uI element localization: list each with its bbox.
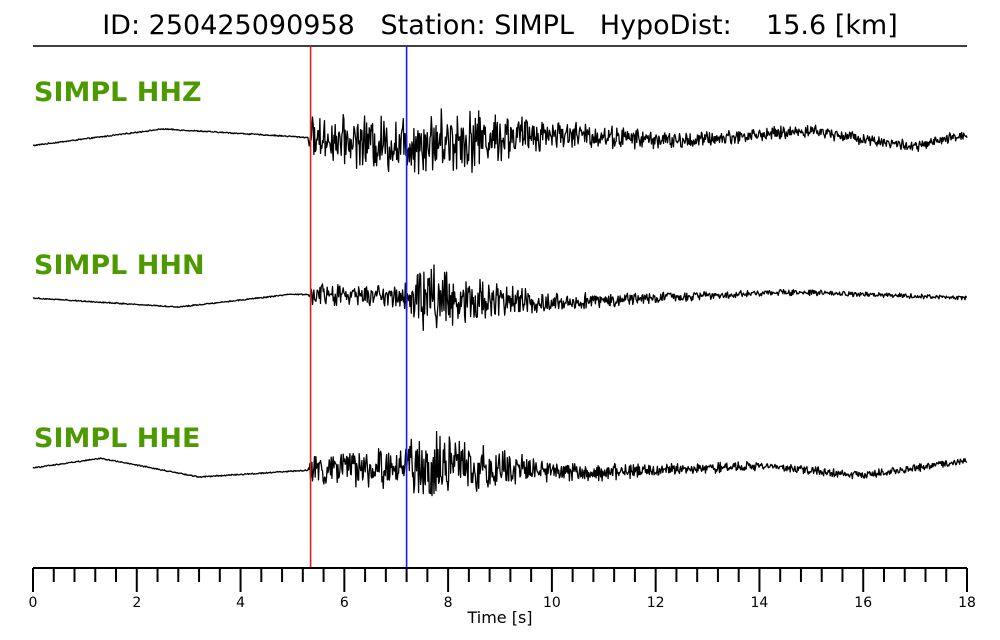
x-tick-label: 8 bbox=[444, 595, 453, 611]
x-tick-label: 4 bbox=[236, 595, 245, 611]
trace-label: SIMPL HHE bbox=[34, 423, 200, 454]
traces-group bbox=[32, 108, 968, 497]
x-tick-label: 2 bbox=[132, 595, 141, 611]
x-tick-label: 10 bbox=[543, 595, 561, 611]
id-label: ID: bbox=[102, 10, 141, 41]
hypodist-value: 15.6 bbox=[766, 10, 827, 41]
time-axis: 0 2 4 6 8 10 12 14 16 18 Time [s] bbox=[29, 567, 976, 627]
trace-label: SIMPL HHZ bbox=[34, 77, 202, 108]
station-label: Station: bbox=[380, 10, 486, 41]
x-tick-label: 18 bbox=[958, 595, 976, 611]
x-tick-label: 14 bbox=[751, 595, 769, 611]
x-tick-label: 6 bbox=[340, 595, 349, 611]
x-axis-label: Time [s] bbox=[466, 608, 532, 627]
hypodist-label: HypoDist: bbox=[599, 10, 732, 41]
x-tick-label: 16 bbox=[854, 595, 872, 611]
event-id: 250425090958 bbox=[148, 10, 355, 41]
trace-labels-group: SIMPL HHZ SIMPL HHN SIMPL HHE bbox=[34, 77, 205, 454]
trace-waveform bbox=[32, 264, 968, 331]
x-tick-label: 0 bbox=[29, 595, 38, 611]
trace-waveform bbox=[32, 108, 968, 175]
station-name: SIMPL bbox=[494, 10, 574, 41]
trace-label: SIMPL HHN bbox=[34, 250, 205, 281]
plot-title: ID: 250425090958 Station: SIMPL HypoDist… bbox=[0, 8, 1000, 44]
hypodist-unit: [km] bbox=[834, 10, 898, 41]
trace-waveform bbox=[32, 430, 968, 497]
x-tick-label: 12 bbox=[647, 595, 665, 611]
picks-group bbox=[309, 46, 408, 568]
